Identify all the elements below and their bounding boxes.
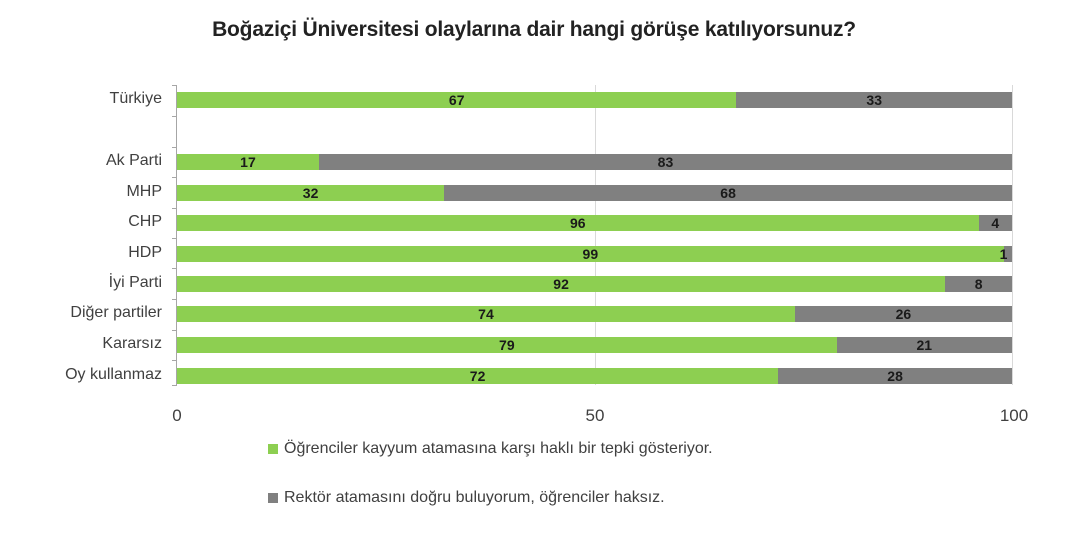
value-label: 17 [240, 154, 256, 170]
y-axis-tick [172, 85, 177, 86]
stacked-bar: 32 68 [177, 185, 1012, 201]
stacked-bar: 74 26 [177, 306, 1012, 322]
y-axis-tick [172, 208, 177, 209]
y-axis-tick [172, 385, 177, 386]
bar-segment-haksız: 4 [978, 215, 1012, 231]
value-label: 99 [582, 246, 599, 262]
stacked-bar: 67 33 [177, 92, 1012, 108]
category-label: Türkiye [109, 90, 162, 107]
chart-title: Boğaziçi Üniversitesi olaylarına dair ha… [212, 18, 856, 41]
y-axis-tick [172, 116, 177, 117]
bar-segment-haklı: 74 [177, 306, 795, 322]
value-label: 74 [478, 306, 494, 322]
gridline-100 [1012, 85, 1013, 385]
value-label: 4 [991, 215, 1000, 231]
legend-item-haklı: Öğrenciler kayyum atamasına karşı haklı … [268, 440, 713, 458]
bar-segment-haklı: 99 [177, 246, 1004, 262]
value-label: 68 [720, 185, 736, 201]
category-label: İyi Parti [108, 274, 162, 291]
legend-swatch-gray-icon [268, 493, 278, 503]
y-axis-tick [172, 299, 177, 300]
category-label: Ak Parti [105, 152, 162, 169]
y-axis-tick [172, 268, 177, 269]
bar-segment-haksız: 1 [1000, 246, 1012, 262]
x-tick-50: 50 [585, 406, 605, 425]
bar-segment-haklı: 72 [177, 368, 779, 384]
y-axis-line [176, 85, 177, 385]
bar-segment-haklı: 96 [177, 215, 979, 231]
legend-label: Rektör atamasını doğru buluyorum, öğrenc… [284, 489, 665, 506]
category-label: HDP [128, 244, 162, 261]
category-label: Diğer partiler [70, 304, 162, 321]
category-label: Kararsız [102, 335, 162, 352]
value-label: 32 [302, 185, 319, 201]
value-label: 1 [999, 246, 1008, 262]
bar-segment-haksız: 21 [836, 337, 1012, 353]
legend-item-haksız: Rektör atamasını doğru buluyorum, öğrenc… [268, 489, 665, 507]
gridline-50 [595, 85, 596, 385]
bar-segment-haksız: 8 [945, 276, 1012, 292]
stacked-bar: 99 1 [177, 246, 1012, 262]
y-axis-tick [172, 330, 177, 331]
stacked-bar: 17 83 [177, 154, 1012, 170]
bar-segment-haklı: 17 [177, 154, 319, 170]
value-label: 8 [974, 276, 983, 292]
y-axis-tick [172, 147, 177, 148]
bar-segment-haklı: 92 [177, 276, 946, 292]
value-label: 67 [448, 92, 465, 108]
y-axis-tick [172, 360, 177, 361]
value-label: 72 [469, 368, 486, 384]
plot-area [177, 85, 1013, 385]
value-label: 28 [887, 368, 903, 384]
value-label: 92 [553, 276, 569, 292]
value-label: 83 [657, 154, 674, 170]
x-tick-100: 100 [999, 406, 1029, 425]
y-axis-tick [172, 177, 177, 178]
legend-swatch-green-icon [268, 444, 278, 454]
bar-segment-haklı: 32 [177, 185, 445, 201]
category-label: CHP [128, 213, 162, 230]
bar-segment-haksız: 33 [736, 92, 1012, 108]
value-label: 26 [895, 306, 912, 322]
legend-label: Öğrenciler kayyum atamasına karşı haklı … [284, 440, 713, 457]
stacked-bar: 72 28 [177, 368, 1012, 384]
x-tick-0: 0 [172, 406, 182, 425]
y-axis-tick [172, 238, 177, 239]
bar-segment-haklı: 67 [177, 92, 737, 108]
bar-segment-haklı: 79 [177, 337, 837, 353]
value-label: 96 [570, 215, 586, 231]
stacked-bar: 96 4 [177, 215, 1012, 231]
bar-segment-haksız: 28 [778, 368, 1012, 384]
stacked-bar: 79 21 [177, 337, 1012, 353]
bar-segment-haksız: 26 [794, 306, 1012, 322]
value-label: 21 [916, 337, 933, 353]
stacked-bar: 92 8 [177, 276, 1012, 292]
bar-segment-haksız: 68 [444, 185, 1012, 201]
bar-segment-haksız: 83 [318, 154, 1012, 170]
value-label: 33 [866, 92, 882, 108]
category-label: Oy kullanmaz [65, 366, 162, 383]
category-label: MHP [126, 183, 162, 200]
value-label: 79 [499, 337, 515, 353]
